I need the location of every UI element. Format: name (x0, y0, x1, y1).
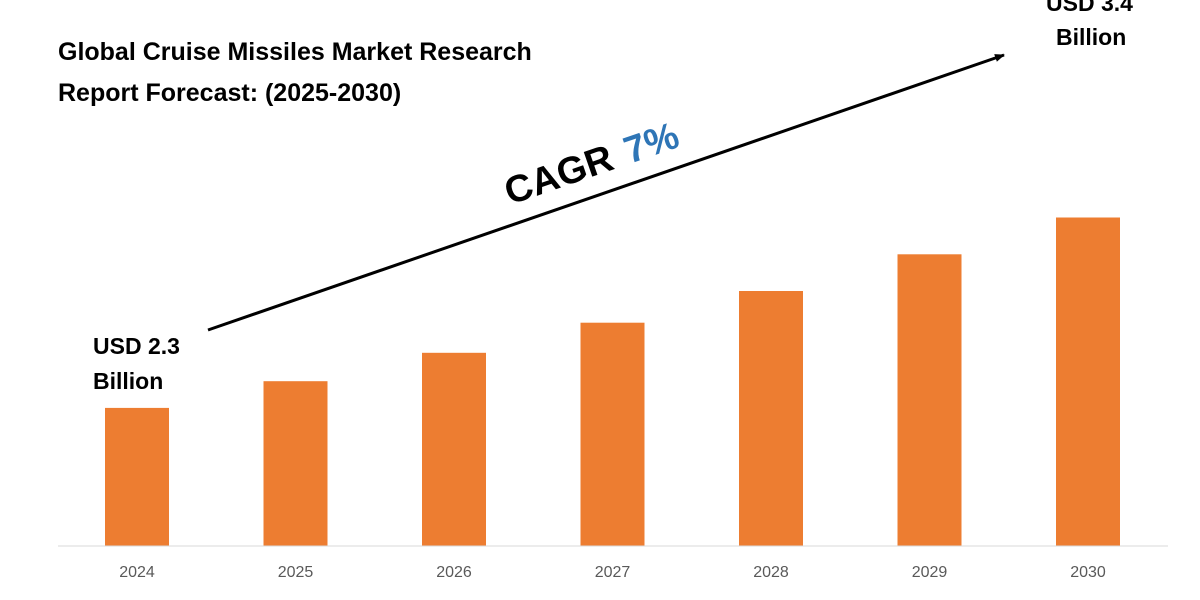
end-value-callout-line-1: USD 3.4 (1046, 0, 1133, 16)
bar-2029 (897, 254, 962, 547)
bar-series (105, 217, 1120, 547)
growth-arrow (207, 53, 1005, 332)
start-value-callout-line-2: Billion (93, 368, 163, 394)
x-tick-label-2025: 2025 (278, 564, 314, 581)
start-value-callout-line-1: USD 2.3 (93, 333, 180, 359)
x-axis-tick-labels: 2024 2025 2026 2027 2028 2029 2030 (119, 564, 1106, 581)
x-tick-label-2030: 2030 (1070, 564, 1106, 581)
cagr-value: 7% (619, 115, 685, 173)
x-tick-label-2026: 2026 (436, 564, 472, 581)
bar-2028 (739, 291, 803, 546)
end-value-callout-line-2: Billion (1056, 24, 1126, 50)
bar-2030 (1056, 217, 1120, 546)
cagr-label: CAGR (499, 137, 618, 213)
chart-title-line-1: Global Cruise Missiles Market Research (58, 38, 532, 66)
x-tick-label-2027: 2027 (595, 564, 631, 581)
bar-2026 (422, 352, 486, 546)
x-tick-label-2024: 2024 (119, 564, 155, 581)
x-tick-label-2028: 2028 (753, 564, 789, 581)
bar-2024 (105, 407, 169, 546)
bar-2027 (580, 322, 645, 546)
bar-2025 (263, 381, 328, 546)
chart-title-line-2: Report Forecast: (2025-2030) (58, 79, 401, 107)
x-tick-label-2029: 2029 (912, 564, 948, 581)
